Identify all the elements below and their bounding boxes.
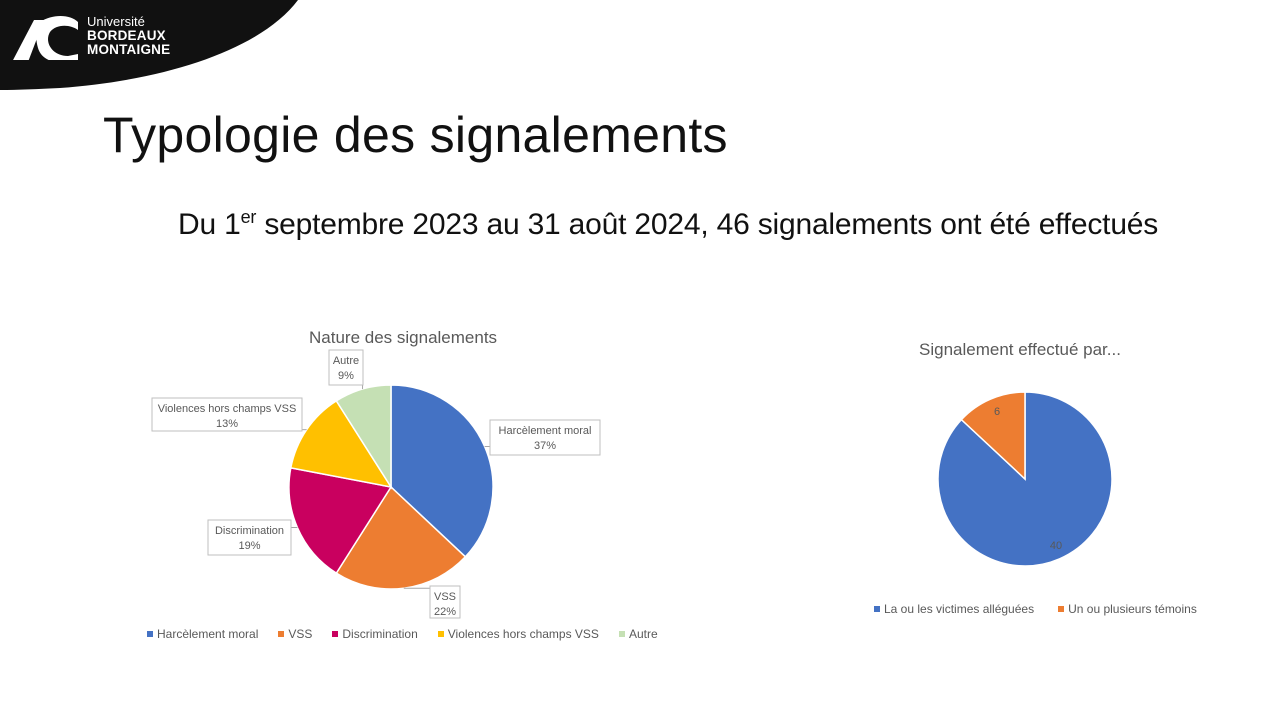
chart1-legend-label: Autre — [628, 627, 658, 641]
chart2-legend-label: La ou les victimes alléguées — [884, 602, 1035, 616]
chart1-legend-swatch — [278, 631, 285, 637]
chart1-legend-swatch — [618, 631, 625, 637]
chart1-label-name-violences-hors-champs-vss: Violences hors champs VSS — [158, 403, 297, 415]
chart2-title: Signalement effectué par... — [919, 340, 1121, 359]
chart1-label-name-vss: VSS — [434, 591, 456, 603]
chart2-legend-item-la-ou-les-victimes-alleguees: La ou les victimes alléguées — [874, 602, 1034, 616]
chart2-label-la-ou-les-victimes-alleguees: 40 — [1050, 540, 1062, 552]
chart2-legend: La ou les victimes alléguées Un ou plusie… — [874, 602, 1197, 616]
chart1-label-value-discrimination: 19% — [238, 540, 260, 552]
chart1-legend-label: VSS — [288, 627, 313, 641]
chart1-label-value-violences-hors-champs-vss: 13% — [216, 418, 238, 430]
chart1-slice-discrimination — [288, 467, 393, 575]
chart1-label-name-autre: Autre — [333, 355, 359, 367]
logo-line-montaigne: MONTAIGNE — [87, 42, 171, 57]
subtitle-superscript: er — [240, 207, 257, 227]
chart1-label-autre: Autre 9% — [328, 349, 364, 390]
chart2-slice-un-ou-plusieurs-temoins — [960, 391, 1026, 481]
university-logo-icon — [13, 16, 78, 60]
chart2-legend-swatch — [1058, 606, 1065, 612]
chart1-label-value-autre: 9% — [338, 370, 354, 382]
chart1-slice-violences-hors-champs-vss — [289, 399, 393, 489]
chart1-legend-label: Violences hors champs VSS — [447, 627, 599, 641]
chart1-label-violences-hors-champs-vss: Violences hors champs VSS 13% — [151, 397, 307, 432]
chart1-legend-item-autre: Autre — [618, 627, 658, 641]
subtitle-part1: Du 1 — [178, 208, 241, 241]
chart1-label-name-harcelement-moral: Harcèlement moral — [499, 425, 592, 437]
chart1-title: Nature des signalements — [309, 328, 498, 347]
chart1-legend-item-violences-hors-champs-vss: Violences hors champs VSS — [437, 627, 599, 641]
chart1-label-discrimination: Discrimination 19% — [207, 519, 298, 556]
logo-line-universite: Université — [87, 14, 145, 29]
chart1-slice-vss — [335, 485, 467, 590]
slide-subtitle: Du 1er septembre 2023 au 31 août 2024, 4… — [178, 208, 1158, 242]
chart1-legend-item-vss: VSS — [278, 627, 312, 641]
chart1-legend-item-harcelement-moral: Harcèlement moral — [147, 627, 258, 641]
chart1-label-name-discrimination: Discrimination — [215, 525, 284, 537]
chart1-legend-swatch — [437, 631, 444, 637]
chart1-label-harcelement-moral: Harcèlement moral 37% — [484, 419, 601, 456]
chart2-legend-item-un-ou-plusieurs-temoins: Un ou plusieurs témoins — [1058, 602, 1197, 616]
page-title: Typologie des signalements — [103, 107, 728, 163]
chart1-slice-autre — [335, 384, 392, 490]
chart1-legend-swatch — [332, 631, 339, 637]
chart1-legend-swatch — [147, 631, 153, 637]
logo-line-bordeaux: BORDEAUX — [87, 28, 166, 43]
chart1-legend: Harcèlement moral VSS Discrimination Violen… — [147, 627, 658, 641]
chart1-legend-label: Discrimination — [342, 627, 418, 641]
chart1-label-vss: VSS 22% — [403, 585, 461, 619]
chart1-slice-harcelement-moral — [390, 384, 494, 558]
chart1-legend-label: Harcèlement moral — [157, 627, 259, 641]
chart1-legend-item-discrimination: Discrimination — [332, 627, 418, 641]
chart2-legend-label: Un ou plusieurs témoins — [1068, 602, 1197, 616]
subtitle-part2: septembre 2023 au 31 août 2024, 46 signa… — [256, 208, 1159, 241]
chart1-label-value-vss: 22% — [434, 606, 456, 618]
chart2-label-un-ou-plusieurs-temoins: 6 — [994, 406, 1000, 418]
chart2-legend-swatch — [874, 606, 880, 612]
chart1-label-value-harcelement-moral: 37% — [534, 440, 556, 452]
